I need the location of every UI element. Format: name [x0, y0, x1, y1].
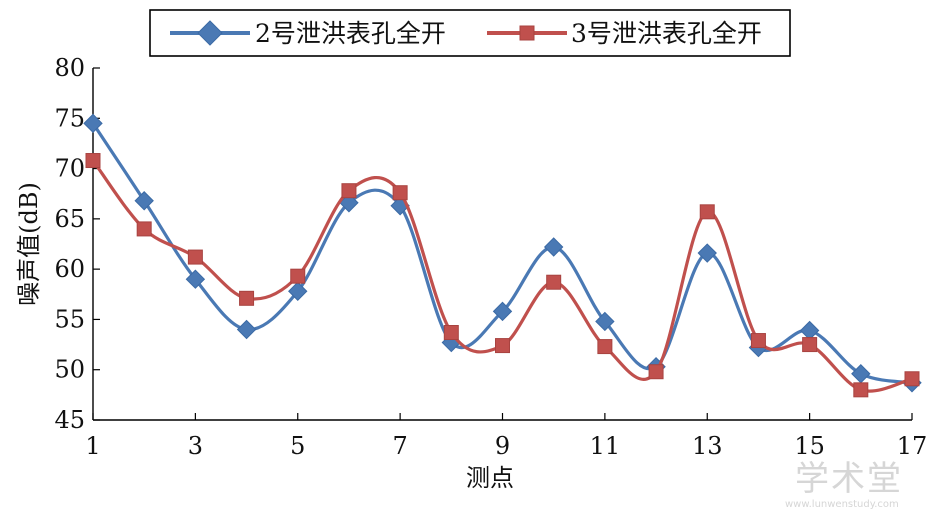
data-point	[799, 320, 820, 341]
x-ticks: 1 3 5 7 9 11 13 15 17	[85, 413, 927, 460]
data-point	[648, 364, 664, 380]
data-point	[802, 337, 818, 353]
data-point	[185, 269, 206, 289]
y-tick-label: 60	[54, 255, 85, 283]
legend: 2号泄洪表孔全开 3号泄洪表孔全开	[149, 9, 791, 57]
data-point	[83, 113, 103, 134]
data-point	[597, 339, 613, 355]
data-point	[392, 185, 408, 201]
data-point	[595, 311, 615, 332]
y-tick-label: 80	[54, 54, 85, 82]
watermark: 学术堂 www.lunwenstudy.com	[785, 459, 903, 510]
legend-label-series-1: 2号泄洪表孔全开	[255, 19, 446, 48]
watermark-text: 学术堂	[795, 459, 903, 499]
data-point	[699, 204, 715, 220]
x-tick-label: 3	[188, 432, 203, 460]
series-2	[85, 153, 920, 398]
data-point	[443, 325, 459, 341]
data-point	[495, 338, 510, 354]
data-point	[546, 274, 562, 290]
series-layer	[83, 113, 922, 398]
data-point	[290, 268, 306, 284]
y-axis-title: 噪声值(dB)	[15, 182, 43, 306]
legend-box	[149, 9, 791, 57]
data-point	[85, 153, 101, 169]
legend-marker-series-2	[519, 25, 535, 41]
data-point	[187, 249, 203, 265]
y-tick-label: 55	[54, 305, 85, 333]
y-tick-label: 50	[54, 356, 85, 384]
data-point	[492, 301, 513, 322]
y-tick-label: 45	[54, 406, 85, 434]
data-point	[136, 221, 152, 237]
x-tick-label: 15	[794, 432, 825, 460]
data-point	[288, 281, 308, 301]
data-point	[697, 243, 717, 263]
data-point	[904, 371, 920, 387]
x-tick-label: 11	[590, 432, 621, 460]
x-tick-label: 9	[495, 432, 510, 460]
data-point	[543, 237, 564, 257]
x-tick-label: 5	[290, 432, 305, 460]
x-tick-label: 13	[692, 432, 723, 460]
y-tick-label: 75	[54, 104, 85, 132]
legend-label-series-2: 3号泄洪表孔全开	[571, 19, 762, 48]
y-ticks: 45 50 55 60 65 70 75 80	[54, 54, 100, 434]
x-tick-label: 1	[85, 432, 100, 460]
data-point	[239, 290, 255, 306]
legend-marker-series-1	[197, 20, 223, 46]
data-point	[853, 382, 869, 398]
x-axis-title: 测点	[466, 464, 514, 492]
data-point	[134, 191, 154, 211]
data-point	[236, 319, 257, 340]
y-tick-label: 70	[54, 155, 85, 183]
y-tick-label: 65	[54, 205, 85, 233]
series-line	[91, 159, 913, 393]
data-point	[750, 333, 766, 349]
watermark-url: www.lunwenstudy.com	[785, 499, 899, 510]
x-tick-label: 17	[897, 432, 928, 460]
data-point	[341, 183, 357, 199]
x-tick-label: 7	[392, 432, 407, 460]
